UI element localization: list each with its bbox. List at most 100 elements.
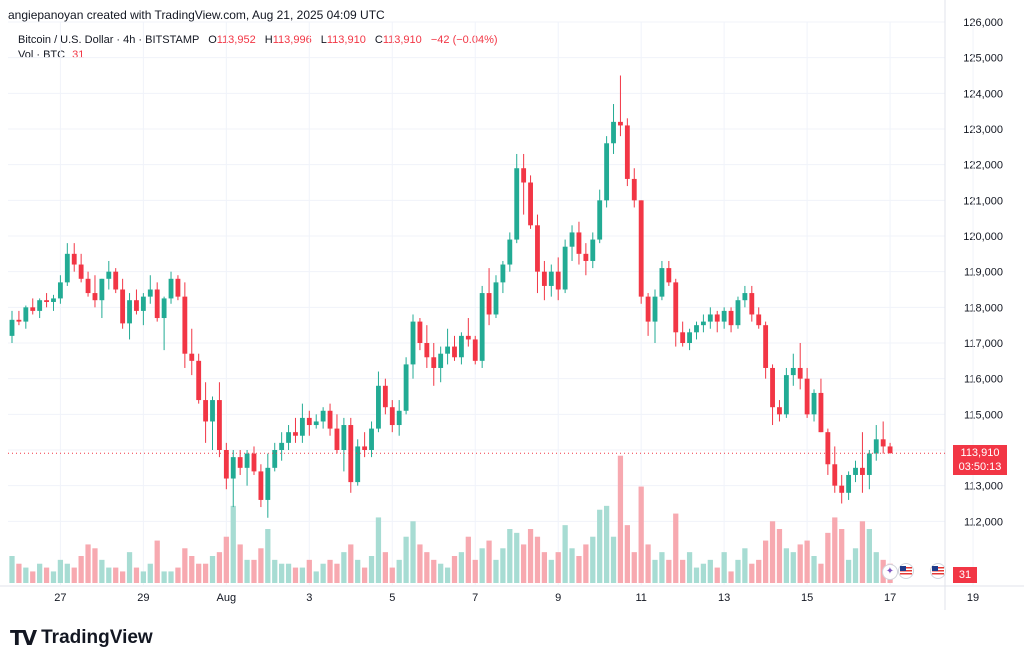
candle-body (417, 321, 423, 343)
candle-body (735, 300, 741, 326)
bar-countdown: 03:50:13 (958, 461, 1002, 474)
volume-bar (617, 455, 624, 583)
candle-body (438, 353, 444, 368)
candle-body (458, 335, 464, 358)
star-event-icon[interactable]: ✦ (882, 564, 898, 580)
candle-body (811, 392, 817, 415)
candle-body (389, 407, 395, 426)
candle-body (134, 300, 139, 311)
volume-bar (37, 563, 43, 583)
candle-body (265, 467, 271, 500)
volume-bar (514, 532, 520, 583)
volume-bar (50, 571, 57, 583)
volume-bar (126, 552, 133, 583)
candle-body (396, 410, 402, 426)
volume-bar (479, 548, 485, 583)
candle-body (839, 485, 845, 493)
candle-body (797, 367, 803, 379)
volume-bar (521, 544, 527, 583)
volume-bar (852, 548, 859, 583)
candle-body (327, 410, 333, 429)
candle-body (569, 232, 575, 247)
volume-bar (389, 567, 395, 583)
candle-body (334, 428, 340, 450)
candle-body (541, 271, 547, 286)
volume-bar (327, 559, 333, 583)
candle-body (673, 282, 679, 333)
volume-bar (396, 559, 402, 583)
x-tick-label: 9 (555, 592, 561, 604)
candle-body (645, 296, 651, 322)
volume-bar (147, 563, 153, 583)
volume-bar (320, 563, 326, 583)
volume-bar (313, 571, 319, 583)
candle-body (880, 439, 886, 447)
volume-bar (693, 567, 700, 583)
volume-bar (417, 544, 423, 583)
volume-bar (78, 556, 84, 583)
volume-bar (43, 567, 50, 583)
candle-body (196, 360, 202, 401)
candle-body (57, 282, 63, 299)
volume-bar (866, 529, 872, 583)
volume-bar (9, 556, 15, 583)
volume-bar (500, 548, 506, 583)
candle-body (251, 453, 257, 472)
volume-bar (341, 552, 347, 583)
candle-body (244, 453, 250, 468)
candle-body (507, 239, 513, 265)
candle-body (770, 367, 775, 408)
y-tick-label: 116,000 (964, 374, 1003, 386)
candle-body (638, 200, 644, 297)
candle-body (873, 439, 879, 454)
volume-bar (527, 529, 534, 583)
volume-bar (209, 556, 216, 583)
us-flag-icon[interactable] (930, 563, 946, 579)
volume-bar (251, 559, 257, 583)
candle-body (279, 442, 285, 450)
volume-bar (424, 552, 430, 583)
volume-bar (680, 559, 686, 583)
candle-body (71, 253, 77, 265)
volume-bar (168, 571, 174, 583)
volume-bar (410, 521, 416, 583)
volume-bar (279, 563, 285, 583)
tradingview-logo[interactable]: TV TradingView (10, 626, 153, 650)
us-flag-icon[interactable] (898, 563, 914, 579)
y-tick-label: 118,000 (964, 302, 1003, 314)
volume-bar (431, 559, 437, 583)
volume-bar (438, 563, 444, 583)
symbol-title[interactable]: Bitcoin / U.S. Dollar · 4h · BITSTAMP (18, 34, 200, 46)
volume-bar (223, 536, 229, 583)
volume-bar (825, 532, 831, 583)
candle-body (445, 346, 451, 354)
candle-body (700, 321, 706, 326)
candle-body (161, 298, 167, 319)
y-tick-label: 122,000 (963, 160, 1003, 172)
candle-body (562, 246, 568, 290)
candle-body (431, 357, 437, 368)
volume-bar (64, 563, 70, 583)
candle-body (742, 293, 748, 301)
candle-body (472, 339, 478, 361)
volume-bar (71, 567, 77, 583)
volume-bar (534, 536, 541, 583)
volume-bar (541, 552, 548, 583)
volume-bar (686, 552, 693, 583)
candle-body (500, 264, 506, 283)
candle-body (624, 125, 630, 179)
candle-body (51, 298, 56, 302)
candle-body (210, 400, 215, 422)
volume-bar (375, 517, 382, 583)
y-tick-label: 117,000 (964, 338, 1003, 350)
candle-body (341, 425, 347, 450)
candle-body (299, 417, 305, 436)
candle-body (286, 432, 291, 443)
y-tick-label: 124,000 (963, 88, 1003, 100)
volume-bar (472, 559, 478, 583)
volume-bar (244, 559, 250, 583)
candle-body (583, 253, 589, 261)
volume-bar (583, 544, 589, 583)
volume-bar (299, 567, 306, 583)
